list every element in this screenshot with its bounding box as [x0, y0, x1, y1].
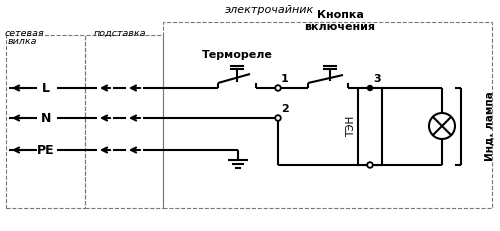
Circle shape: [429, 113, 455, 139]
Bar: [163, 22, 492, 208]
Bar: [85, 35, 163, 208]
Text: подставка: подставка: [94, 29, 146, 38]
Circle shape: [368, 85, 372, 91]
Text: Термореле: Термореле: [202, 50, 272, 60]
Text: L: L: [42, 82, 50, 94]
Text: Инд. лампа: Инд. лампа: [485, 91, 495, 161]
Text: ТЭН: ТЭН: [346, 115, 356, 137]
Circle shape: [367, 162, 373, 168]
Circle shape: [275, 115, 281, 121]
Text: N: N: [41, 112, 51, 125]
Text: PE: PE: [37, 143, 55, 156]
Bar: [358, 88, 382, 165]
Text: 3: 3: [373, 74, 380, 84]
Text: вилка: вилка: [7, 37, 37, 46]
Text: сетевая: сетевая: [4, 29, 44, 38]
Text: 2: 2: [281, 104, 289, 114]
Text: электрочайник: электрочайник: [226, 5, 314, 15]
Text: 4: 4: [373, 151, 381, 161]
Text: Кнопка
включения: Кнопка включения: [304, 10, 376, 32]
Circle shape: [275, 85, 281, 91]
Text: 1: 1: [281, 74, 289, 84]
Bar: [6, 35, 85, 208]
